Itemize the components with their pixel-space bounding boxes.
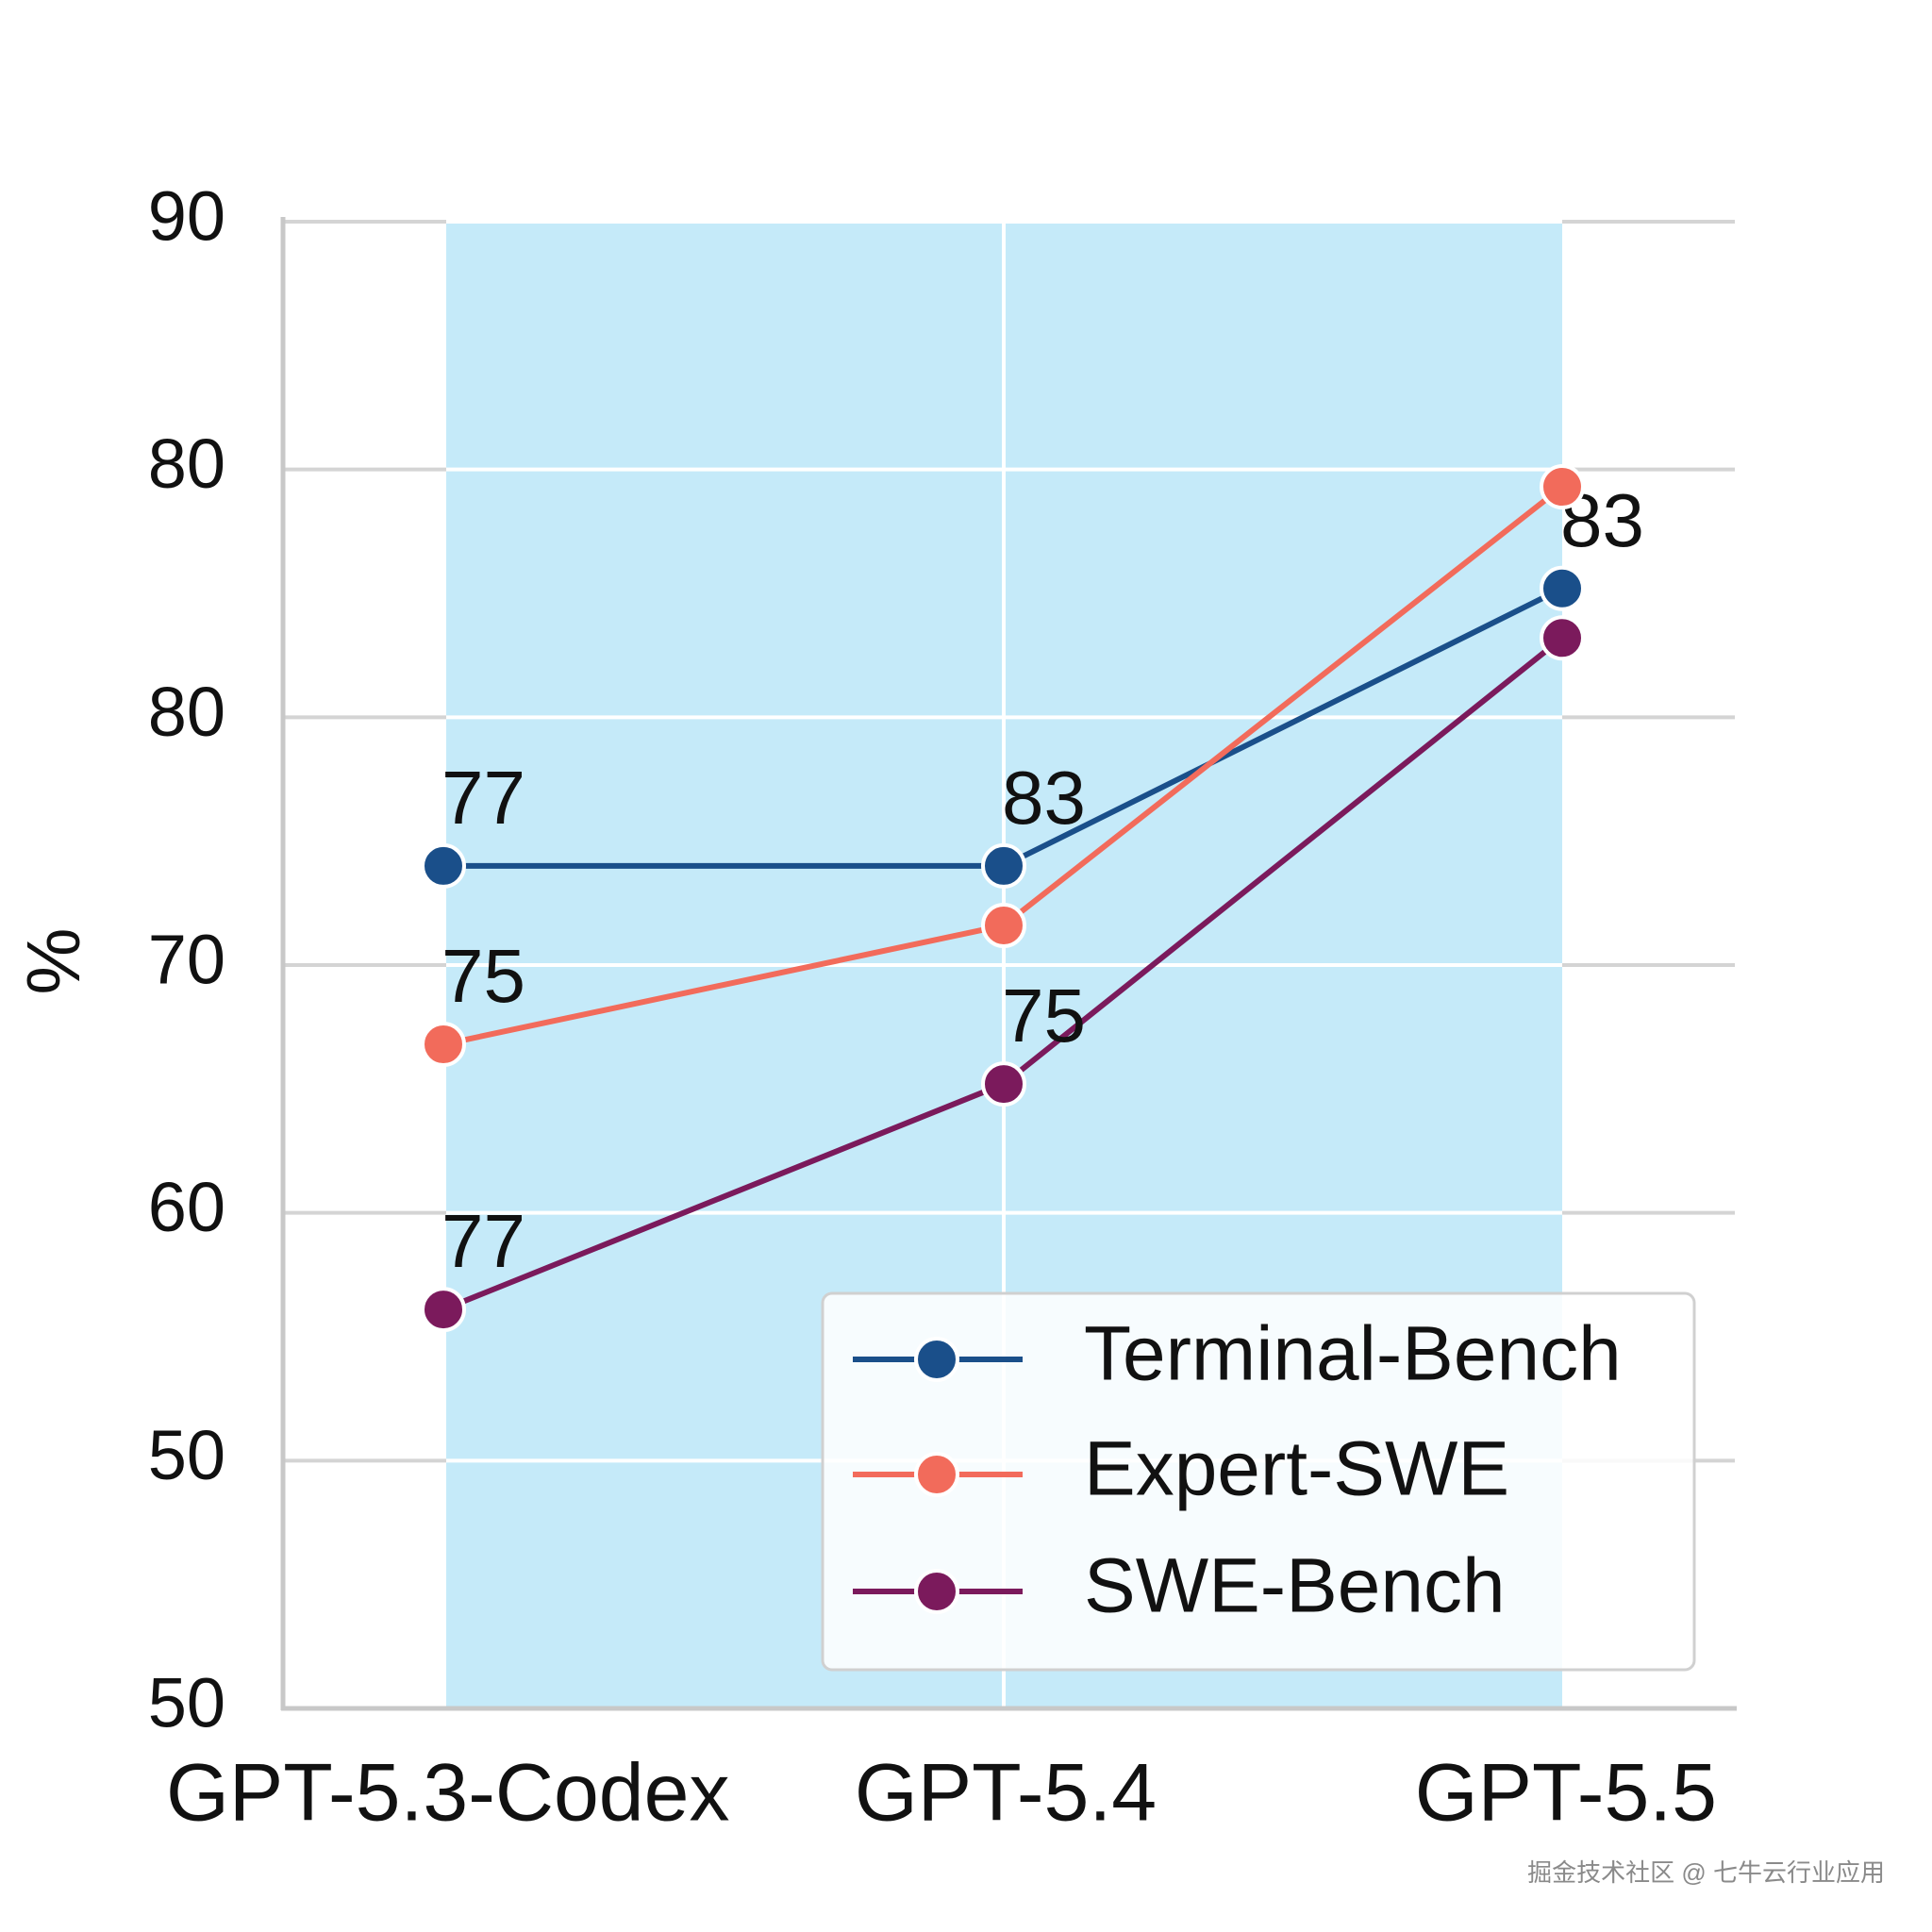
data-point [1540, 464, 1585, 510]
y-tick-label: 50 [148, 1416, 225, 1494]
y-tick-label: 80 [148, 425, 225, 503]
legend-label: Expert-SWE [1084, 1426, 1509, 1512]
legend-box [821, 1291, 1696, 1672]
data-label: 77 [441, 1199, 525, 1283]
data-point [421, 1287, 466, 1333]
x-tick-label: GPT-5.5 [1415, 1748, 1717, 1839]
y-tick-label: 70 [148, 921, 225, 999]
y-axis-label: % [11, 927, 95, 994]
y-tick-label: 80 [148, 673, 225, 751]
data-point [981, 1061, 1026, 1108]
data-point [981, 902, 1026, 948]
x-tick-label: GPT-5.4 [855, 1748, 1157, 1839]
legend-marker [914, 1569, 959, 1614]
data-point [981, 842, 1026, 889]
data-label: 75 [1002, 974, 1086, 1058]
x-tick-label: GPT-5.3-Codex [166, 1748, 729, 1839]
data-point [1540, 615, 1585, 661]
data-label: 75 [441, 934, 525, 1018]
data-point [421, 842, 466, 889]
data-point [421, 1022, 466, 1068]
y-tick-label: 50 [148, 1664, 225, 1742]
legend: Terminal-Bench Expert-SWE SWE-Bench [821, 1291, 1696, 1672]
data-label: 77 [441, 756, 525, 840]
legend-marker [914, 1337, 959, 1382]
watermark: 掘金技术社区 @ 七牛云行业应用 [1527, 1858, 1885, 1887]
legend-marker [914, 1452, 959, 1497]
y-tick-label: 90 [148, 177, 225, 256]
legend-label: Terminal-Bench [1084, 1311, 1622, 1397]
legend-label: SWE-Bench [1084, 1543, 1506, 1629]
data-point [1540, 565, 1585, 611]
data-label: 83 [1002, 756, 1086, 840]
y-tick-label: 60 [148, 1168, 225, 1246]
